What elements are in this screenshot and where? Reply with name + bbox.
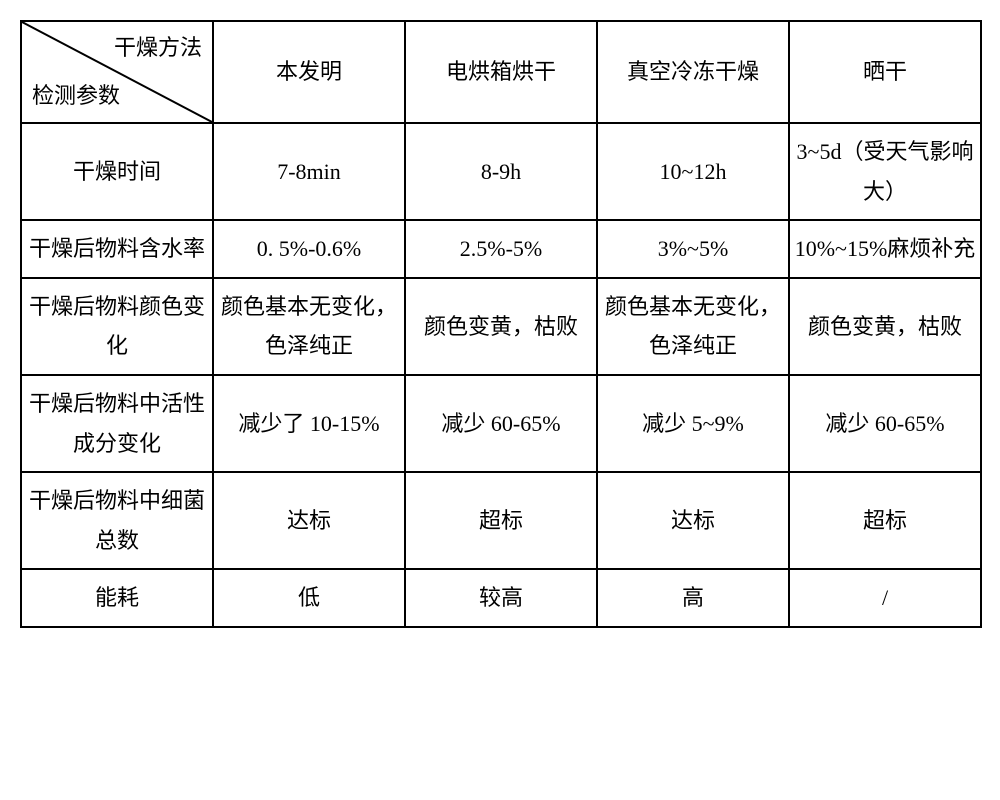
table-cell: 低: [213, 569, 405, 627]
diag-header-bottom: 检测参数: [32, 76, 120, 116]
table-cell: 10~12h: [597, 123, 789, 220]
table-cell: 减少了 10-15%: [213, 375, 405, 472]
table-cell: 0. 5%-0.6%: [213, 220, 405, 278]
table-row: 干燥后物料中活性成分变化 减少了 10-15% 减少 60-65% 减少 5~9…: [21, 375, 981, 472]
table-cell: 颜色基本无变化，色泽纯正: [597, 278, 789, 375]
table-cell: 达标: [213, 472, 405, 569]
diag-header-top: 干燥方法: [114, 28, 202, 68]
header-row: 干燥方法 检测参数 本发明 电烘箱烘干 真空冷冻干燥 晒干: [21, 21, 981, 123]
table-cell: 颜色变黄，枯败: [789, 278, 981, 375]
table-cell: 达标: [597, 472, 789, 569]
row-label: 干燥时间: [21, 123, 213, 220]
table-row: 干燥后物料含水率 0. 5%-0.6% 2.5%-5% 3%~5% 10%~15…: [21, 220, 981, 278]
comparison-table: 干燥方法 检测参数 本发明 电烘箱烘干 真空冷冻干燥 晒干 干燥时间 7-8mi…: [20, 20, 982, 628]
col-header: 晒干: [789, 21, 981, 123]
table-cell: 3%~5%: [597, 220, 789, 278]
row-label: 干燥后物料中细菌总数: [21, 472, 213, 569]
row-label: 能耗: [21, 569, 213, 627]
table-cell: 10%~15%麻烦补充: [789, 220, 981, 278]
col-header: 电烘箱烘干: [405, 21, 597, 123]
table-row: 干燥后物料颜色变化 颜色基本无变化，色泽纯正 颜色变黄，枯败 颜色基本无变化，色…: [21, 278, 981, 375]
table-cell: 超标: [405, 472, 597, 569]
table-cell: 颜色变黄，枯败: [405, 278, 597, 375]
table-cell: 减少 5~9%: [597, 375, 789, 472]
col-header: 真空冷冻干燥: [597, 21, 789, 123]
table-cell: 高: [597, 569, 789, 627]
table-cell: 8-9h: [405, 123, 597, 220]
table-cell: 颜色基本无变化，色泽纯正: [213, 278, 405, 375]
row-label: 干燥后物料含水率: [21, 220, 213, 278]
table-row: 能耗 低 较高 高 /: [21, 569, 981, 627]
table-cell: /: [789, 569, 981, 627]
table-cell: 减少 60-65%: [405, 375, 597, 472]
table-cell: 2.5%-5%: [405, 220, 597, 278]
table-cell: 超标: [789, 472, 981, 569]
row-label: 干燥后物料中活性成分变化: [21, 375, 213, 472]
table-cell: 3~5d（受天气影响大）: [789, 123, 981, 220]
row-label: 干燥后物料颜色变化: [21, 278, 213, 375]
col-header: 本发明: [213, 21, 405, 123]
table-cell: 减少 60-65%: [789, 375, 981, 472]
table-row: 干燥时间 7-8min 8-9h 10~12h 3~5d（受天气影响大）: [21, 123, 981, 220]
table-cell: 较高: [405, 569, 597, 627]
diagonal-header-cell: 干燥方法 检测参数: [21, 21, 213, 123]
table-row: 干燥后物料中细菌总数 达标 超标 达标 超标: [21, 472, 981, 569]
table-cell: 7-8min: [213, 123, 405, 220]
